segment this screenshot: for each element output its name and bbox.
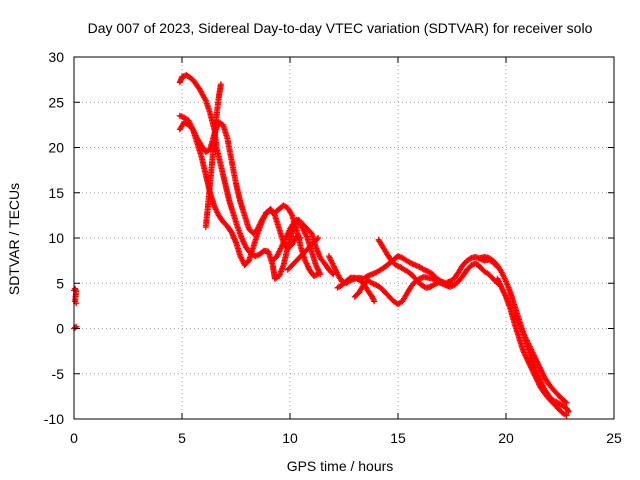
data-point-markers [176,72,324,282]
x-tick-label: 5 [178,430,186,446]
data-point-markers [375,236,455,291]
satellite-track-1 [71,285,80,332]
data-point-markers [71,285,80,332]
y-tick-label: -10 [44,411,64,427]
y-tick-label: 20 [48,140,64,156]
x-tick-label: 0 [70,430,78,446]
y-tick-label: 15 [48,185,64,201]
data-layer [71,72,572,419]
x-axis-label: GPS time / hours [287,458,394,474]
y-tick-label: 0 [56,321,64,337]
tick-layer: -10 -5 0 5 10 15 20 25 30 0 5 10 15 20 25 [44,49,622,446]
data-point-markers [176,119,322,279]
satellite-track-7 [284,235,322,273]
x-tick-label: 20 [498,430,514,446]
y-tick-label: 30 [48,49,64,65]
satellite-track-11 [375,236,455,291]
satellite-track-14 [511,311,570,406]
satellite-track-13 [494,275,570,419]
data-point-markers [284,235,322,273]
y-tick-label: 5 [56,275,64,291]
y-tick-label: 10 [48,230,64,246]
x-tick-label: 15 [390,430,406,446]
data-point-markers [494,275,570,419]
data-point-markers [511,311,570,406]
chart-title: Day 007 of 2023, Sidereal Day-to-day VTE… [88,20,593,36]
satellite-track-2 [176,72,324,282]
x-tick-label: 10 [282,430,298,446]
x-tick-label: 25 [606,430,622,446]
satellite-track-5 [176,119,322,279]
y-axis-label: SDTVAR / TECUs [6,183,22,295]
data-point-markers [351,260,501,308]
satellite-track-10 [351,260,501,308]
y-tick-label: -5 [52,366,65,382]
y-tick-label: 25 [48,94,64,110]
